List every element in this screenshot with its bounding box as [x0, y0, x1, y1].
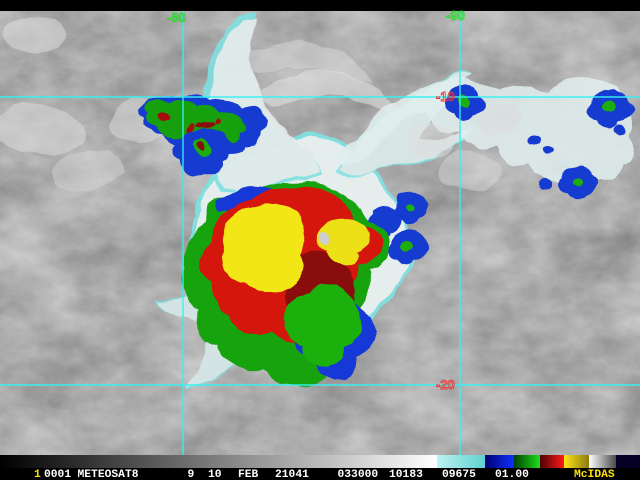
svg-text:-20: -20 — [436, 377, 455, 392]
svg-text:033000: 033000 — [338, 469, 379, 480]
svg-text:09675: 09675 — [442, 469, 476, 480]
svg-text:21041: 21041 — [275, 469, 309, 480]
svg-text:0001: 0001 — [44, 469, 71, 480]
svg-text:-80: -80 — [167, 10, 186, 25]
svg-text:10183: 10183 — [389, 469, 423, 480]
svg-text:McIDAS: McIDAS — [574, 469, 615, 480]
svg-text:10: 10 — [208, 469, 222, 480]
svg-text:01.00: 01.00 — [495, 469, 529, 480]
svg-text:-10: -10 — [436, 89, 455, 104]
svg-text:METEOSAT8: METEOSAT8 — [78, 469, 139, 480]
svg-text:-90: -90 — [446, 8, 465, 23]
svg-text:1: 1 — [34, 469, 41, 480]
svg-text:FEB: FEB — [238, 469, 259, 480]
svg-text:9: 9 — [188, 469, 195, 480]
